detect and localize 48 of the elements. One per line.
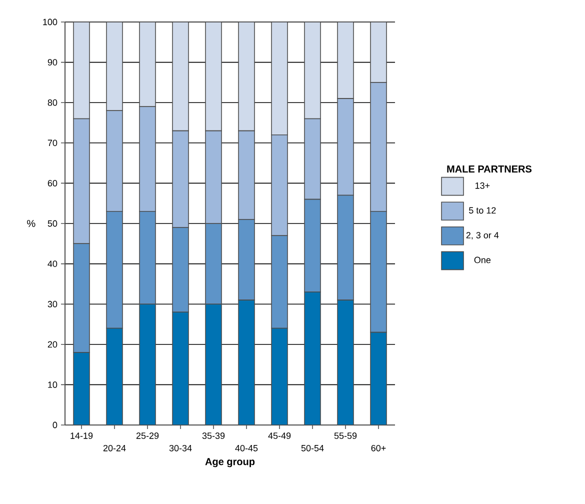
legend-label: 2, 3 or 4 (466, 232, 499, 240)
x-tick-label: 50-54 (301, 444, 324, 452)
x-tick-label: 30-34 (169, 444, 192, 452)
bar (205, 304, 222, 425)
legend-title: MALE PARTNERS (447, 165, 532, 173)
legend-label: 5 to 12 (469, 207, 496, 214)
bar (139, 304, 156, 425)
y-tick-label: 80 (48, 99, 58, 106)
y-tick-label: 40 (48, 260, 58, 267)
y-tick-label: 10 (48, 382, 58, 388)
x-tick-label: 14-19 (70, 432, 93, 439)
bar (106, 22, 123, 112)
y-axis-title: % (27, 220, 36, 227)
x-tick-label: 60+ (371, 444, 386, 452)
y-tick-label: 70 (48, 140, 58, 146)
bar (337, 300, 354, 425)
x-tick-label: 25-29 (136, 432, 159, 439)
x-tick-label: 35-39 (202, 432, 225, 439)
legend-label: One (474, 256, 491, 264)
bar (337, 22, 354, 99)
bar (304, 292, 321, 425)
y-tick-label: 50 (48, 220, 58, 227)
bar (73, 22, 90, 120)
x-tick-label: 55-59 (334, 432, 357, 439)
x-tick-label: 45-49 (268, 432, 291, 439)
x-axis-title: Age group (205, 458, 255, 468)
y-tick-label: 0 (52, 422, 58, 428)
y-tick-label: 20 (48, 341, 58, 348)
bar (106, 328, 123, 425)
bar (73, 352, 90, 425)
bar (271, 328, 288, 425)
bar (205, 22, 222, 132)
bar (370, 22, 387, 83)
y-tick-label: 90 (48, 59, 58, 66)
bar (238, 300, 255, 425)
y-tick-label: 60 (48, 180, 58, 186)
bar (370, 332, 387, 425)
y-tick-label: 100 (43, 18, 58, 26)
x-tick-label: 20-24 (103, 444, 126, 452)
legend-label: 13+ (475, 182, 490, 189)
x-tick-label: 40-45 (235, 444, 258, 452)
y-tick-label: 30 (48, 300, 58, 308)
bar (172, 22, 189, 132)
bar (304, 22, 321, 120)
bar (139, 22, 156, 108)
bar (172, 312, 189, 425)
bar (238, 22, 255, 132)
bar (271, 22, 288, 136)
